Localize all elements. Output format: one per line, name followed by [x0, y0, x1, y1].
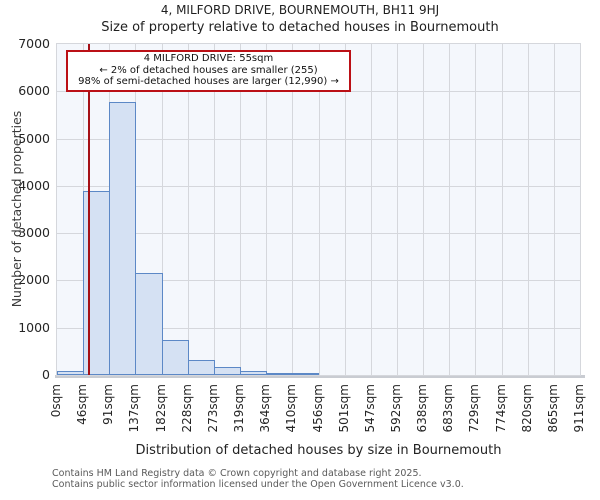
gridline-vertical — [240, 44, 242, 375]
x-axis-tick-label: 547sqm — [362, 384, 377, 433]
y-axis-tick-label: 4000 — [18, 177, 50, 193]
gridline-vertical — [187, 44, 189, 375]
x-axis-tick-label: 729sqm — [467, 384, 482, 433]
gridline-vertical — [527, 44, 529, 375]
x-axis-tick-label: 683sqm — [441, 384, 456, 433]
x-axis-tick-label: 319sqm — [232, 384, 247, 433]
x-axis-tick-label: 137sqm — [127, 384, 142, 433]
x-axis-tick-label: 638sqm — [415, 384, 430, 433]
x-axis-tick-label: 410sqm — [284, 384, 299, 433]
gridline-vertical — [449, 44, 451, 375]
annotation-property-line: 4 MILFORD DRIVE: 55sqm — [143, 53, 274, 64]
x-axis-label: Distribution of detached houses by size … — [135, 443, 502, 458]
y-axis-tick-label: 1000 — [18, 319, 50, 335]
x-axis-tick-label: 592sqm — [388, 384, 403, 433]
x-axis-tick-label: 820sqm — [519, 384, 534, 433]
x-axis-tick-label: 46sqm — [75, 384, 90, 425]
y-axis-tick-label: 5000 — [18, 130, 50, 146]
gridline-vertical — [396, 44, 398, 375]
x-axis-tick-label: 911sqm — [572, 384, 586, 433]
histogram-bar — [57, 370, 85, 375]
gridline-vertical — [213, 44, 215, 375]
gridline-vertical — [475, 44, 477, 375]
histogram-bar — [135, 272, 163, 375]
plot-area: 4 MILFORD DRIVE: 55sqm ← 2% of detached … — [56, 43, 581, 376]
gridline-vertical — [318, 44, 320, 375]
gridline-vertical — [161, 44, 163, 375]
gridline-vertical — [553, 44, 555, 375]
y-axis-tick-label: 0 — [42, 367, 50, 382]
x-axis-tick-label: 0sqm — [49, 384, 63, 418]
y-axis-tick-label: 3000 — [18, 225, 50, 241]
y-axis-tick-label: 6000 — [18, 83, 50, 99]
histogram-bar — [109, 102, 137, 375]
histogram-bar — [161, 340, 189, 375]
x-axis-tick-label: 456sqm — [310, 384, 325, 433]
chart-title: 4, MILFORD DRIVE, BOURNEMOUTH, BH11 9HJ — [160, 3, 440, 17]
annotation-larger-line: 98% of semi-detached houses are larger (… — [78, 76, 339, 88]
histogram-bar — [240, 370, 268, 375]
x-axis-tick-label: 774sqm — [493, 384, 508, 433]
histogram-bar — [266, 372, 294, 375]
annotation-smaller-line: ← 2% of detached houses are smaller (255… — [99, 64, 318, 76]
chart-subtitle: Size of property relative to detached ho… — [101, 20, 499, 35]
x-axis-tick-label: 182sqm — [153, 384, 168, 433]
footer-attribution-line-2: Contains public sector information licen… — [52, 479, 464, 490]
x-axis-tick-label: 228sqm — [179, 384, 194, 433]
histogram-bar — [213, 367, 242, 375]
gridline-vertical — [344, 44, 346, 375]
gridline-vertical — [370, 44, 372, 375]
y-axis-tick-label: 7000 — [18, 36, 50, 51]
annotation-box: 4 MILFORD DRIVE: 55sqm ← 2% of detached … — [66, 50, 351, 92]
x-axis-baseline — [55, 375, 585, 378]
gridline-vertical — [292, 44, 294, 375]
x-axis-tick-label: 91sqm — [101, 384, 116, 425]
histogram-bar — [187, 360, 215, 375]
x-axis-tick-label: 501sqm — [336, 384, 351, 433]
gridline-vertical — [501, 44, 503, 375]
property-size-marker-line — [87, 44, 90, 375]
x-axis-tick-label: 865sqm — [545, 384, 560, 433]
histogram-bar — [292, 373, 320, 375]
gridline-vertical — [423, 44, 425, 375]
x-axis-tick-label: 273sqm — [205, 384, 220, 433]
y-axis-tick-label: 2000 — [18, 272, 50, 288]
footer-attribution: Contains HM Land Registry data © Crown c… — [52, 468, 592, 490]
gridline-vertical — [266, 44, 268, 375]
x-axis-tick-label: 364sqm — [258, 384, 273, 433]
footer-attribution-line-1: Contains HM Land Registry data © Crown c… — [52, 468, 422, 479]
